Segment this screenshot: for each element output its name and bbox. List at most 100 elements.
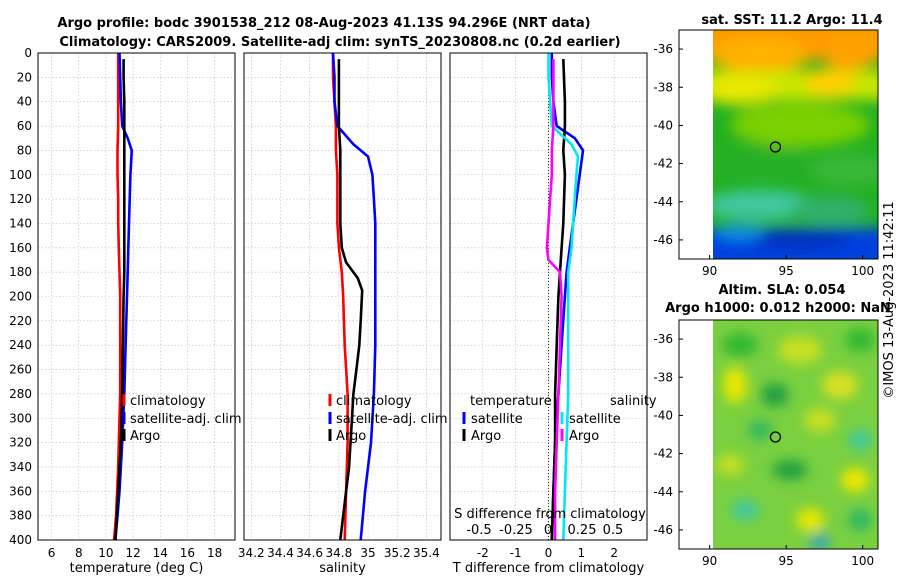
legend-label: Argo	[471, 429, 501, 444]
sla-map-subtitle: Argo h1000: 0.012 h2000: NaN	[665, 301, 891, 316]
x-tick-label: 1	[578, 546, 586, 560]
sla-map-title: Altim. SLA: 0.054	[719, 283, 846, 298]
x-tick-label: -1	[510, 546, 522, 560]
map-x-tick-label: 90	[702, 264, 717, 278]
argo-location-marker	[769, 141, 782, 153]
map-y-tick-label: -40	[653, 118, 673, 132]
y-tick-label: 0	[24, 46, 32, 60]
map-y-tick-label: -42	[653, 447, 673, 461]
x2-tick-label: 0.25	[568, 523, 597, 538]
legend-label: climatology	[130, 394, 206, 409]
y-tick-label: 20	[17, 70, 32, 84]
x-axis-label: temperature (deg C)	[70, 561, 204, 576]
series-line-salinity-argo	[545, 59, 563, 540]
map-y-tick-label: -36	[653, 42, 673, 56]
x-tick-label: 0	[545, 546, 553, 560]
series-line-temperature-argo	[550, 59, 567, 541]
legend-label: satellite-adj. clim	[130, 412, 242, 427]
x-tick-label: 2	[610, 546, 618, 560]
x-tick-label: 12	[125, 546, 140, 560]
map-y-tick-label: -42	[653, 157, 673, 171]
y-tick-label: 60	[17, 119, 32, 133]
series-line-climatology	[112, 53, 122, 541]
legend-label: Argo	[336, 429, 366, 444]
y-tick-label: 280	[9, 387, 32, 401]
plot-frame	[243, 52, 442, 541]
sst-map-frame	[678, 29, 879, 260]
y-tick-label: 340	[9, 460, 32, 474]
y-tick-label: 100	[9, 168, 32, 182]
temperature-profile-panel: 0 20 40 60 80 100 120 140 160 180 200 220 240 260 280 3…	[9, 46, 242, 576]
y-tick-label: 320	[9, 436, 32, 450]
credit-text: ©IMOS 13-Aug-2023 11:42:11	[882, 201, 897, 398]
series-line-argo	[337, 59, 364, 541]
y-tick-label: 180	[9, 265, 32, 279]
x-tick-label: 16	[180, 546, 195, 560]
map-x-tick-label: 100	[851, 264, 874, 278]
x-tick-label: 18	[207, 546, 222, 560]
x-tick-label: 35	[360, 546, 375, 560]
map-x-tick-label: 95	[779, 264, 794, 278]
sst-heatmap	[713, 30, 878, 259]
sst-map-title: sat. SST: 11.2 Argo: 11.4	[701, 13, 882, 28]
map-y-tick-label: -40	[653, 408, 673, 422]
plot-frame	[449, 52, 648, 541]
x-axis-label: salinity	[319, 561, 366, 576]
map-y-tick-label: -44	[653, 485, 673, 499]
x2-tick-label: -0.25	[499, 523, 533, 538]
map-y-tick-label: -46	[653, 233, 673, 247]
sla-heatmap	[713, 320, 878, 549]
figure-title-line2: Climatology: CARS2009. Satellite-adj cli…	[59, 35, 620, 50]
y-tick-label: 40	[17, 95, 32, 109]
x2-axis-label: S difference from climatology	[454, 507, 646, 522]
legend-title-salinity: salinity	[610, 394, 657, 409]
series-line-salinity-satellite	[547, 53, 580, 541]
map-x-tick-label: 100	[851, 554, 874, 568]
x-tick-label: 35.4	[413, 546, 440, 560]
x-tick-label: -2	[477, 546, 489, 560]
y-tick-label: 160	[9, 241, 32, 255]
legend-label: satellite	[569, 412, 621, 427]
y-tick-label: 400	[9, 533, 32, 547]
y-tick-label: 360	[9, 484, 32, 498]
x-tick-label: 34.8	[325, 546, 352, 560]
legend-label: satellite-adj. clim	[336, 412, 448, 427]
map-y-tick-label: -38	[653, 80, 673, 94]
x-tick-label: 6	[48, 546, 56, 560]
sla-map-frame	[678, 319, 879, 550]
series-line-satellite-adj-clim	[331, 52, 377, 541]
map-x-tick-label: 95	[779, 554, 794, 568]
argo-location-marker	[769, 431, 782, 443]
x-tick-label: 34.6	[296, 546, 323, 560]
y-tick-label: 120	[9, 192, 32, 206]
series-line-argo	[114, 59, 126, 541]
legend-title-temperature: temperature	[470, 394, 552, 409]
x2-tick-label: 0	[544, 523, 552, 538]
plot-frame	[37, 52, 236, 541]
x-tick-label: 34.4	[267, 546, 294, 560]
legend-label: Argo	[130, 429, 160, 444]
map-y-tick-label: -44	[653, 195, 673, 209]
map-y-tick-label: -36	[653, 332, 673, 346]
legend-label: Argo	[569, 429, 599, 444]
salinity-profile-panel: 34.2 34.4 34.6 34.8 35 35.2 35.4 salinity climat…	[238, 52, 448, 576]
x-tick-label: 10	[98, 546, 113, 560]
x-axis-label: T difference from climatology	[452, 561, 645, 576]
map-x-tick-label: 90	[702, 554, 717, 568]
x-tick-label: 14	[153, 546, 168, 560]
figure-title-line1: Argo profile: bodc 3901538_212 08-Aug-20…	[57, 16, 590, 31]
y-tick-label: 200	[9, 290, 32, 304]
difference-profile-panel: -2 -1 0 1 2T difference from climatology temp…	[449, 52, 657, 576]
x2-tick-label: -0.5	[466, 523, 491, 538]
y-tick-label: 380	[9, 509, 32, 523]
sla-map-panel: Altim. SLA: 0.054 Argo h1000: 0.012 h200…	[653, 283, 890, 568]
legend-label: climatology	[336, 394, 412, 409]
map-y-tick-label: -38	[653, 370, 673, 384]
y-tick-label: 300	[9, 411, 32, 425]
map-y-tick-label: -46	[653, 523, 673, 537]
x-tick-label: 8	[75, 546, 83, 560]
y-tick-label: 80	[17, 143, 32, 157]
y-tick-label: 240	[9, 338, 32, 352]
